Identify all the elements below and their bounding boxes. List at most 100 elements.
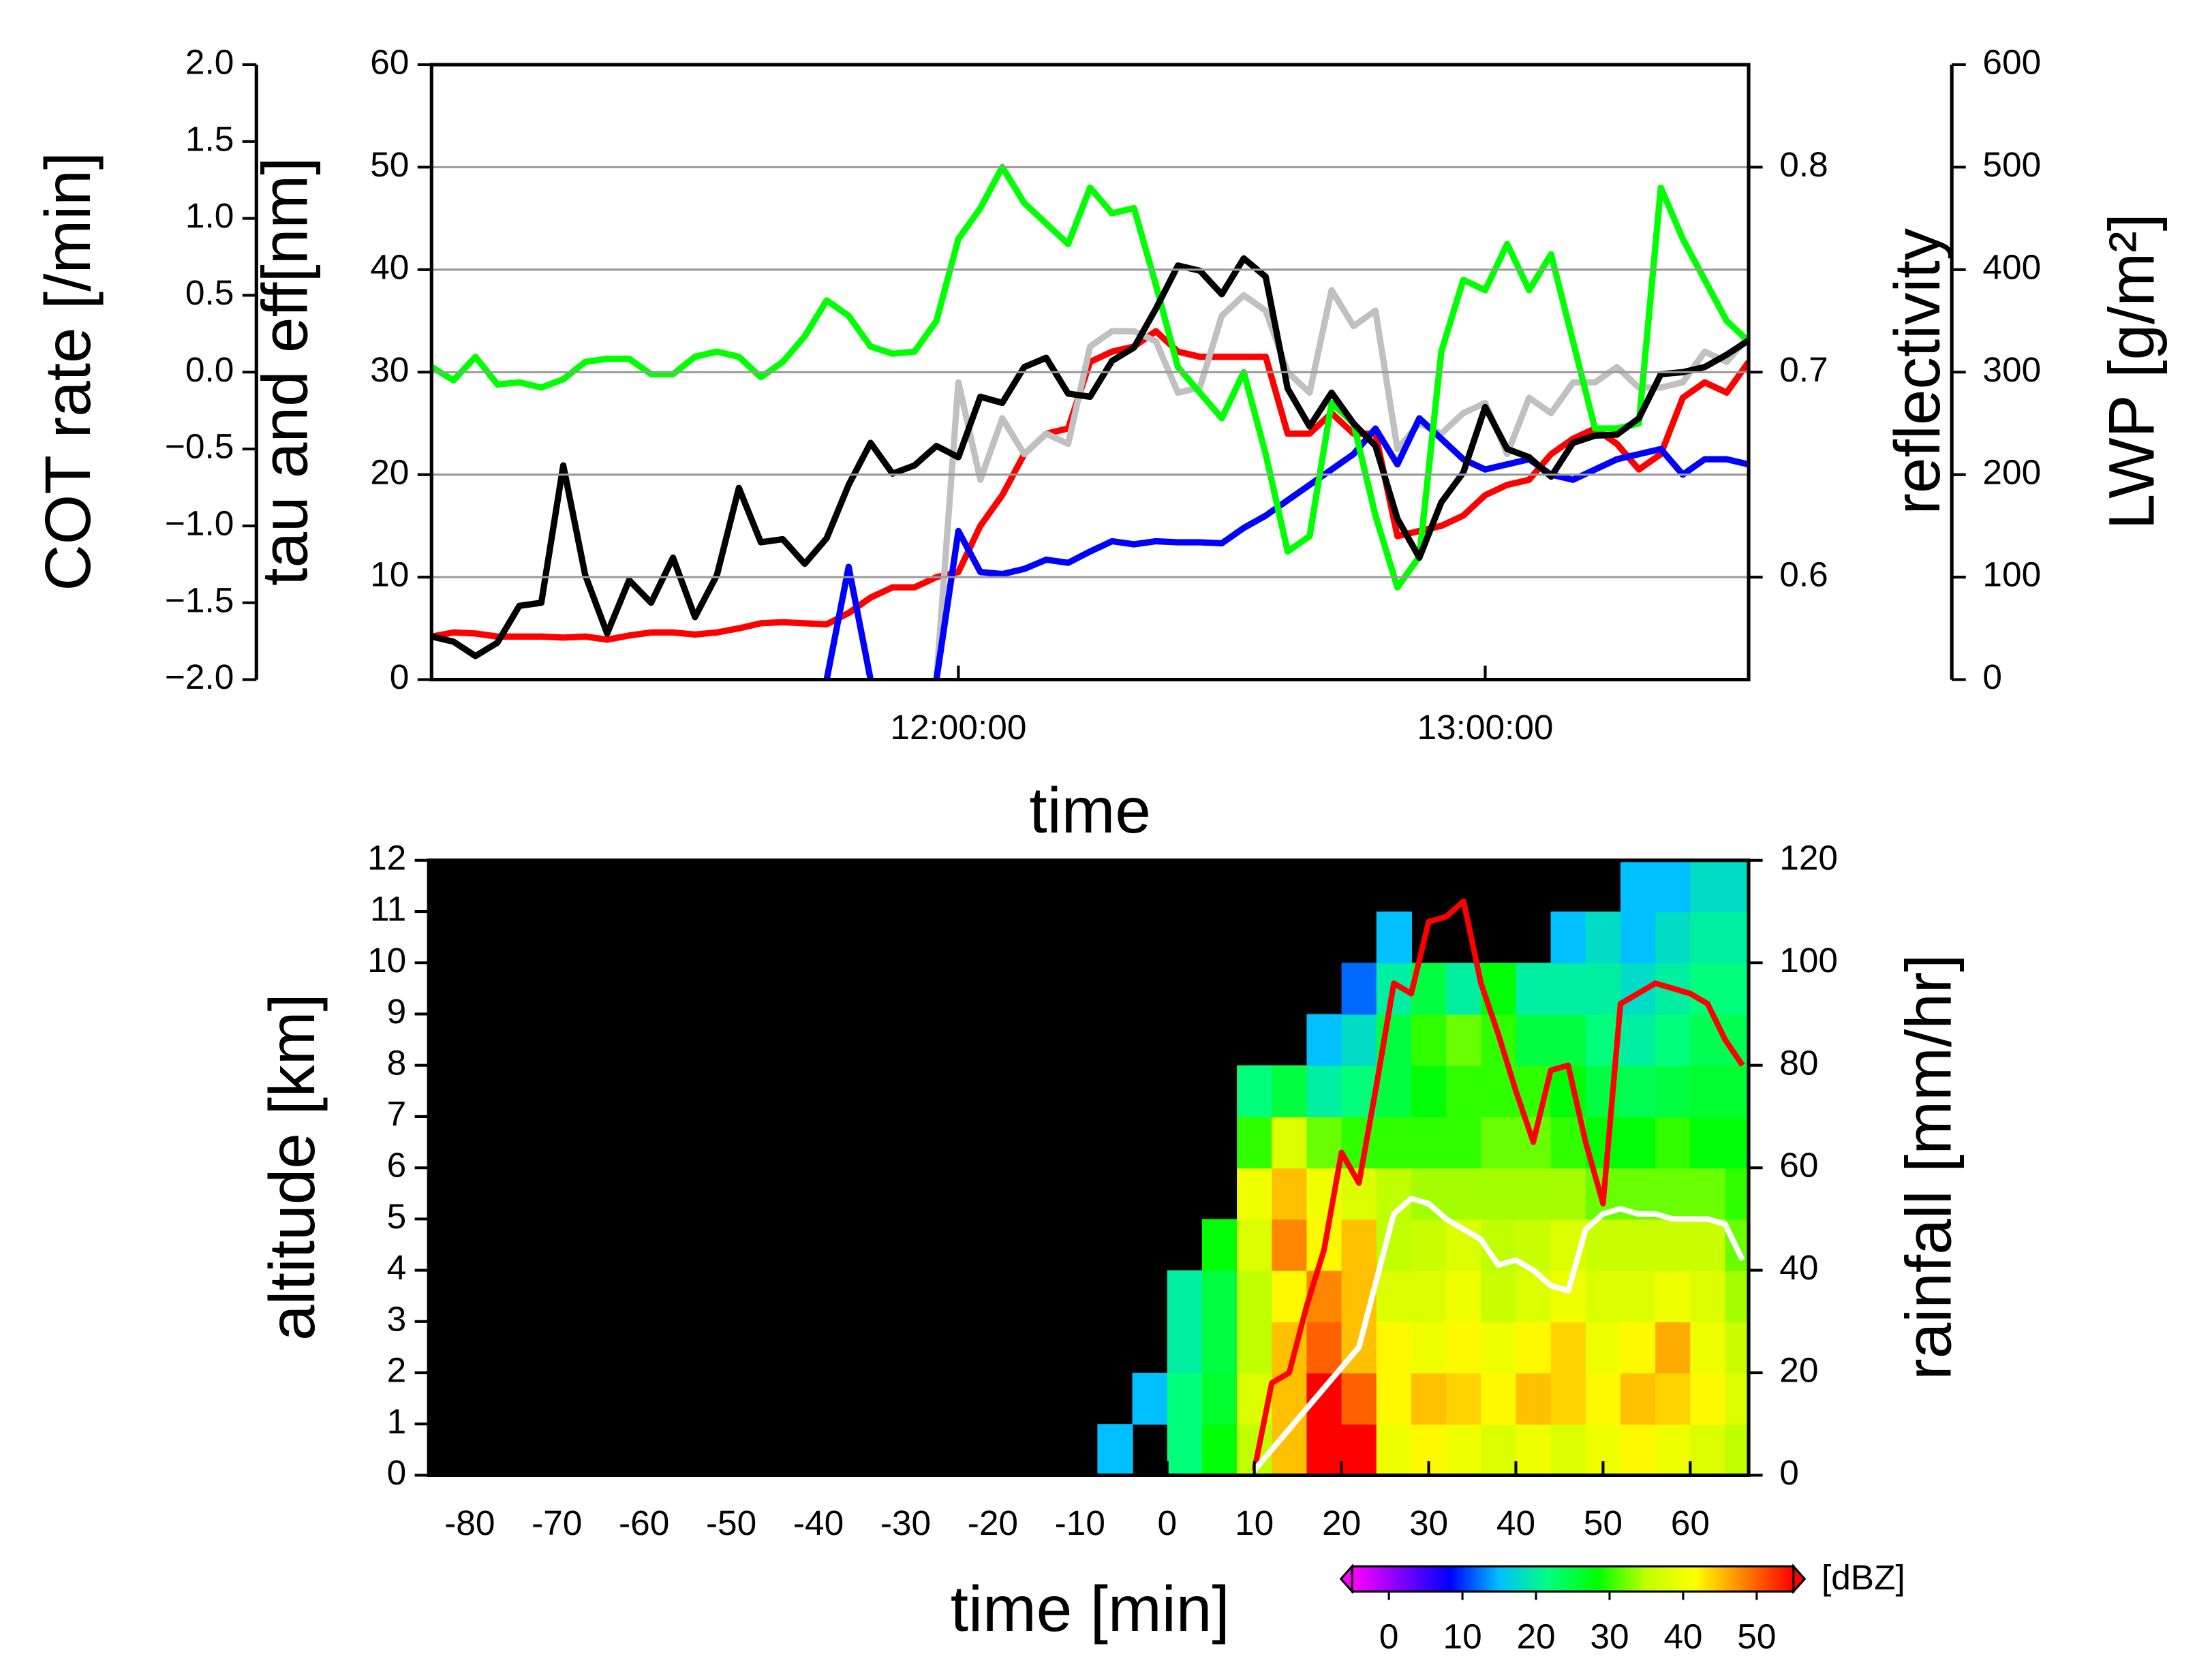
- y-tick-label: 0: [1779, 1452, 1799, 1492]
- heat-cell: [1411, 1116, 1447, 1169]
- heat-cell: [1376, 1424, 1412, 1476]
- heat-cell: [1725, 1014, 1749, 1066]
- series-line: [1252, 1196, 1745, 1472]
- y-tick-label: 60: [370, 42, 409, 82]
- y-tick-label: 400: [1982, 247, 2041, 286]
- heat-cell: [1237, 1168, 1273, 1220]
- x-tick-label: 40: [1496, 1503, 1535, 1542]
- x-tick-label: 0: [1157, 1503, 1177, 1542]
- heat-cell: [1411, 1270, 1447, 1322]
- heat-cell: [1411, 1219, 1447, 1271]
- y-tick-label: 2.0: [185, 42, 234, 82]
- heat-cell: [1167, 1270, 1203, 1322]
- heat-cell: [1655, 1014, 1691, 1066]
- y-tick-label: 11: [370, 889, 406, 929]
- heat-cell: [1237, 1116, 1273, 1169]
- y-tick-label: 20: [1779, 1350, 1818, 1390]
- heat-cell: [1446, 1014, 1482, 1066]
- heat-cell: [1725, 1116, 1749, 1169]
- heat-cell: [1167, 1321, 1203, 1374]
- heat-cell: [1201, 1270, 1238, 1322]
- x-tick-label: 13:00:00: [1417, 707, 1553, 747]
- x-tick-label: -10: [1055, 1503, 1105, 1542]
- y-tick-label: 80: [1779, 1042, 1818, 1082]
- heat-cell: [1376, 1270, 1412, 1322]
- series-line: [1251, 898, 1745, 1471]
- x-tick-label: -80: [444, 1503, 495, 1542]
- heat-cell: [1167, 1424, 1203, 1476]
- y-axis-label: tau and eff[nm]: [249, 157, 322, 586]
- heat-cell: [1201, 1373, 1238, 1425]
- heat-cell: [1167, 1373, 1203, 1425]
- y-tick-label: 5: [387, 1196, 407, 1236]
- colorbar-extend-low: [1339, 1564, 1353, 1595]
- series-line: [431, 328, 1749, 643]
- y-tick-label: 6: [387, 1145, 407, 1185]
- heat-cell: [1550, 1270, 1586, 1322]
- heat-cell: [1690, 1270, 1726, 1322]
- heat-cell: [1341, 1014, 1377, 1066]
- heat-cell: [1376, 1116, 1412, 1169]
- colorbar-tick-label: 10: [1443, 1617, 1481, 1656]
- heat-cell: [1237, 1270, 1273, 1322]
- colorbar-tick-label: 30: [1590, 1617, 1629, 1656]
- line-area: [431, 164, 1749, 680]
- heat-cell: [1481, 1373, 1517, 1425]
- heat-cell: [1620, 1270, 1657, 1322]
- x-axis-label: time [min]: [951, 1573, 1230, 1645]
- heat-cell: [1446, 1373, 1482, 1425]
- heat-cell: [1446, 1424, 1482, 1476]
- colorbar-tick-label: 20: [1516, 1617, 1555, 1656]
- heat-cell: [1655, 1065, 1691, 1117]
- heat-cell: [1411, 1373, 1447, 1425]
- heat-cell: [1620, 1219, 1657, 1271]
- heat-cell: [1411, 1321, 1447, 1374]
- y-tick-label: 100: [1982, 555, 2041, 594]
- heat-cell: [1516, 1424, 1552, 1476]
- x-tick-label: 30: [1409, 1503, 1448, 1542]
- y4-axis-label: LWP [g/m²]: [2096, 213, 2168, 529]
- y-tick-label: 4: [387, 1247, 407, 1287]
- heat-cell: [1237, 1065, 1273, 1117]
- heat-cell: [1341, 1219, 1377, 1271]
- heat-cell: [1655, 912, 1691, 964]
- heat-cell: [1550, 912, 1586, 964]
- heat-cell: [1550, 1424, 1586, 1476]
- y-tick-label: 40: [370, 247, 409, 286]
- y-tick-label: 40: [1779, 1247, 1818, 1287]
- heat-cell: [1690, 1168, 1726, 1220]
- y2-axis-label: rainfall [mm/hr]: [1892, 954, 1965, 1380]
- heat-cell: [1446, 1270, 1482, 1322]
- heat-cell: [1516, 963, 1552, 1015]
- heat-cell: [1376, 1373, 1412, 1425]
- heat-cell: [1341, 963, 1377, 1015]
- y-tick-label: 0.8: [1779, 144, 1828, 184]
- heat-cell: [1620, 1014, 1657, 1066]
- y-tick-label: −1.5: [165, 580, 234, 619]
- y-tick-label: 0.0: [185, 349, 234, 389]
- x-tick-label: -30: [880, 1503, 931, 1542]
- heat-cell: [1097, 1424, 1133, 1476]
- heat-cell: [1306, 1424, 1342, 1476]
- heat-cell: [1690, 1424, 1726, 1476]
- heat-cell: [1585, 1373, 1622, 1425]
- y2-axis-label: reflectivity: [1881, 228, 1954, 514]
- heat-cell: [1272, 1270, 1308, 1322]
- heat-cell: [1690, 912, 1726, 964]
- y-tick-label: 0: [1982, 657, 2002, 696]
- heat-cell: [1272, 1065, 1308, 1117]
- y-tick-label: −1.0: [165, 503, 234, 542]
- y-tick-label: 10: [370, 555, 409, 594]
- x-tick-label: -20: [968, 1503, 1018, 1542]
- heat-cell: [1655, 1321, 1691, 1374]
- heat-cell: [1481, 1168, 1517, 1220]
- y-tick-label: 0.6: [1779, 555, 1828, 594]
- series-line: [933, 287, 1749, 680]
- heat-cell: [1690, 1065, 1726, 1117]
- heat-cell: [1725, 1219, 1749, 1271]
- heat-cell: [1585, 1270, 1622, 1322]
- x-tick-label: 20: [1322, 1503, 1361, 1542]
- heat-cell: [1446, 1168, 1482, 1220]
- y-tick-label: 20: [370, 452, 409, 491]
